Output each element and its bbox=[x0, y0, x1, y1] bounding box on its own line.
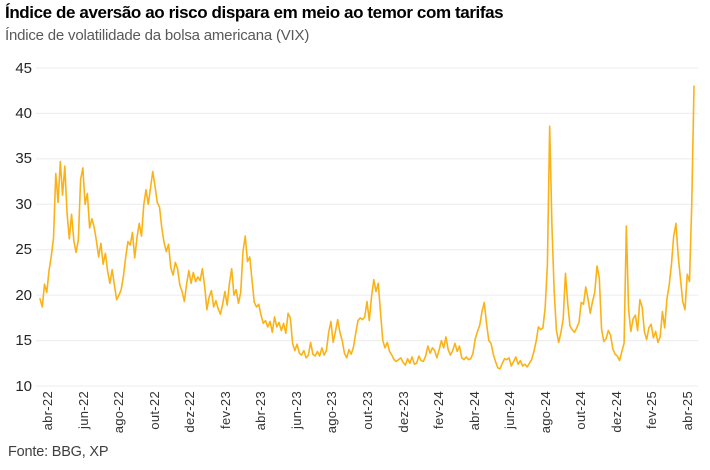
y-tick-label: 45 bbox=[15, 59, 32, 77]
x-tick-label: ago-23 bbox=[324, 391, 340, 434]
y-tick-label: 10 bbox=[15, 377, 32, 395]
x-tick-label: jun-22 bbox=[75, 391, 91, 429]
x-tick-label: abr-23 bbox=[253, 391, 269, 431]
source-note: Fonte: BBG, XP bbox=[8, 444, 109, 460]
x-tick-label: out-24 bbox=[573, 391, 589, 430]
y-tick-label: 15 bbox=[15, 332, 32, 350]
y-tick-label: 35 bbox=[15, 150, 32, 168]
y-tick-label: 40 bbox=[15, 104, 32, 122]
chart-subtitle: Índice de volatilidade da bolsa american… bbox=[5, 27, 310, 44]
y-tick-label: 30 bbox=[15, 195, 32, 213]
x-tick-label: jun-23 bbox=[288, 391, 304, 429]
x-tick-label: fev-24 bbox=[431, 391, 447, 429]
x-tick-label: out-22 bbox=[146, 391, 162, 430]
x-tick-label: ago-24 bbox=[537, 391, 553, 434]
x-tick-label: abr-25 bbox=[680, 391, 695, 431]
x-tick-label: ago-22 bbox=[111, 391, 127, 434]
x-tick-label: fev-23 bbox=[217, 391, 233, 429]
vix-line bbox=[39, 85, 695, 370]
x-tick-label: fev-25 bbox=[644, 391, 660, 429]
x-tick-label: jun-24 bbox=[502, 391, 518, 429]
x-tick-label: dez-24 bbox=[608, 391, 624, 433]
x-tick-label: out-23 bbox=[360, 391, 375, 430]
x-tick-label: abr-22 bbox=[40, 391, 55, 431]
y-tick-label: 20 bbox=[15, 286, 32, 304]
x-tick-label: dez-22 bbox=[182, 391, 198, 433]
x-tick-label: dez-23 bbox=[395, 391, 411, 433]
y-tick-label: 25 bbox=[15, 241, 32, 259]
x-tick-label: abr-24 bbox=[466, 391, 482, 431]
chart-title: Índice de aversão ao risco dispara em me… bbox=[5, 3, 504, 22]
